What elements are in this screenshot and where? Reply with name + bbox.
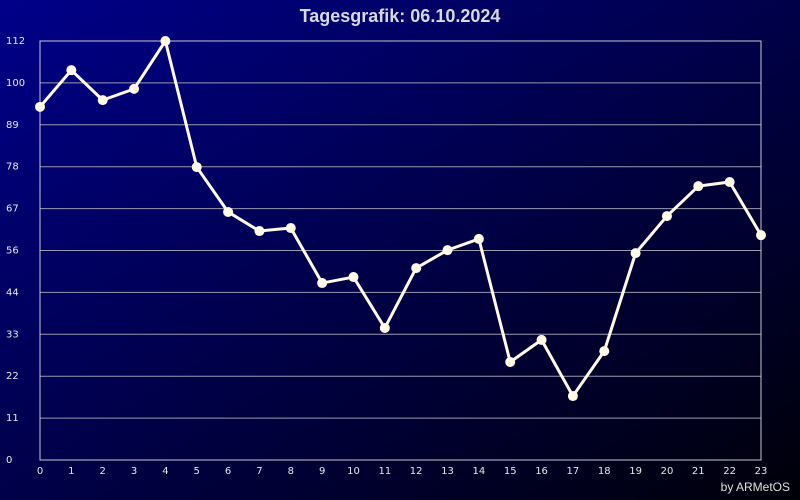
x-tick-label: 5	[194, 466, 200, 477]
point	[160, 36, 171, 46]
y-tick-label: 67	[6, 204, 19, 215]
point	[536, 334, 547, 345]
x-tick-label: 16	[535, 466, 548, 477]
x-tick-label: 11	[378, 466, 391, 477]
y-tick-label: 11	[6, 413, 19, 424]
x-tick-label: 8	[288, 466, 294, 477]
y-tick-label: 112	[6, 36, 25, 47]
point	[379, 322, 390, 333]
x-tick-label: 7	[256, 466, 262, 477]
x-tick-label: 6	[225, 466, 231, 477]
x-tick-label: 20	[661, 466, 674, 477]
x-tick-label: 19	[629, 466, 642, 477]
x-tick-label: 1	[68, 466, 74, 477]
point	[599, 346, 610, 357]
y-tick-label: 33	[6, 329, 19, 340]
y-tick-label: 89	[6, 120, 19, 131]
point	[129, 83, 140, 94]
point	[191, 162, 202, 173]
point	[285, 223, 296, 234]
x-tick-label: 4	[162, 466, 168, 477]
point	[411, 263, 422, 274]
point	[724, 177, 735, 188]
x-tick-label: 2	[100, 466, 106, 477]
x-tick-label: 22	[723, 466, 736, 477]
point	[630, 248, 641, 259]
x-tick-label: 0	[37, 466, 43, 477]
point	[505, 356, 516, 367]
point	[223, 206, 234, 217]
y-tick-label: 100	[6, 78, 25, 89]
chart-title: Tagesgrafik: 06.10.2024	[300, 6, 501, 26]
y-tick-label: 22	[6, 371, 19, 382]
x-tick-label: 14	[473, 466, 486, 477]
point	[756, 230, 766, 241]
x-tick-label: 23	[755, 466, 768, 477]
x-tick-label: 18	[598, 466, 611, 477]
plot-frame	[39, 40, 762, 461]
y-tick-label: 0	[6, 455, 12, 466]
x-tick-label: 3	[131, 466, 137, 477]
x-tick-label: 21	[692, 466, 705, 477]
credit: by ARMetOS	[721, 480, 790, 494]
x-tick-label: 12	[410, 466, 423, 477]
x-tick-label: 10	[347, 466, 360, 477]
point	[317, 278, 328, 289]
point	[473, 233, 484, 244]
point	[442, 245, 453, 256]
x-tick-label: 9	[319, 466, 325, 477]
point	[254, 226, 265, 237]
x-tick-label: 15	[504, 466, 517, 477]
y-tick-label: 78	[6, 162, 19, 173]
point	[35, 101, 45, 112]
line	[38, 39, 763, 398]
point	[66, 65, 77, 76]
x-tick-label: 13	[441, 466, 454, 477]
point	[348, 272, 359, 283]
y-tick-label: 44	[6, 287, 19, 298]
point	[97, 95, 108, 106]
point	[661, 211, 672, 222]
x-tick-label: 17	[567, 466, 580, 477]
point	[693, 181, 704, 192]
point	[567, 391, 578, 402]
y-tick-label: 56	[6, 246, 19, 257]
